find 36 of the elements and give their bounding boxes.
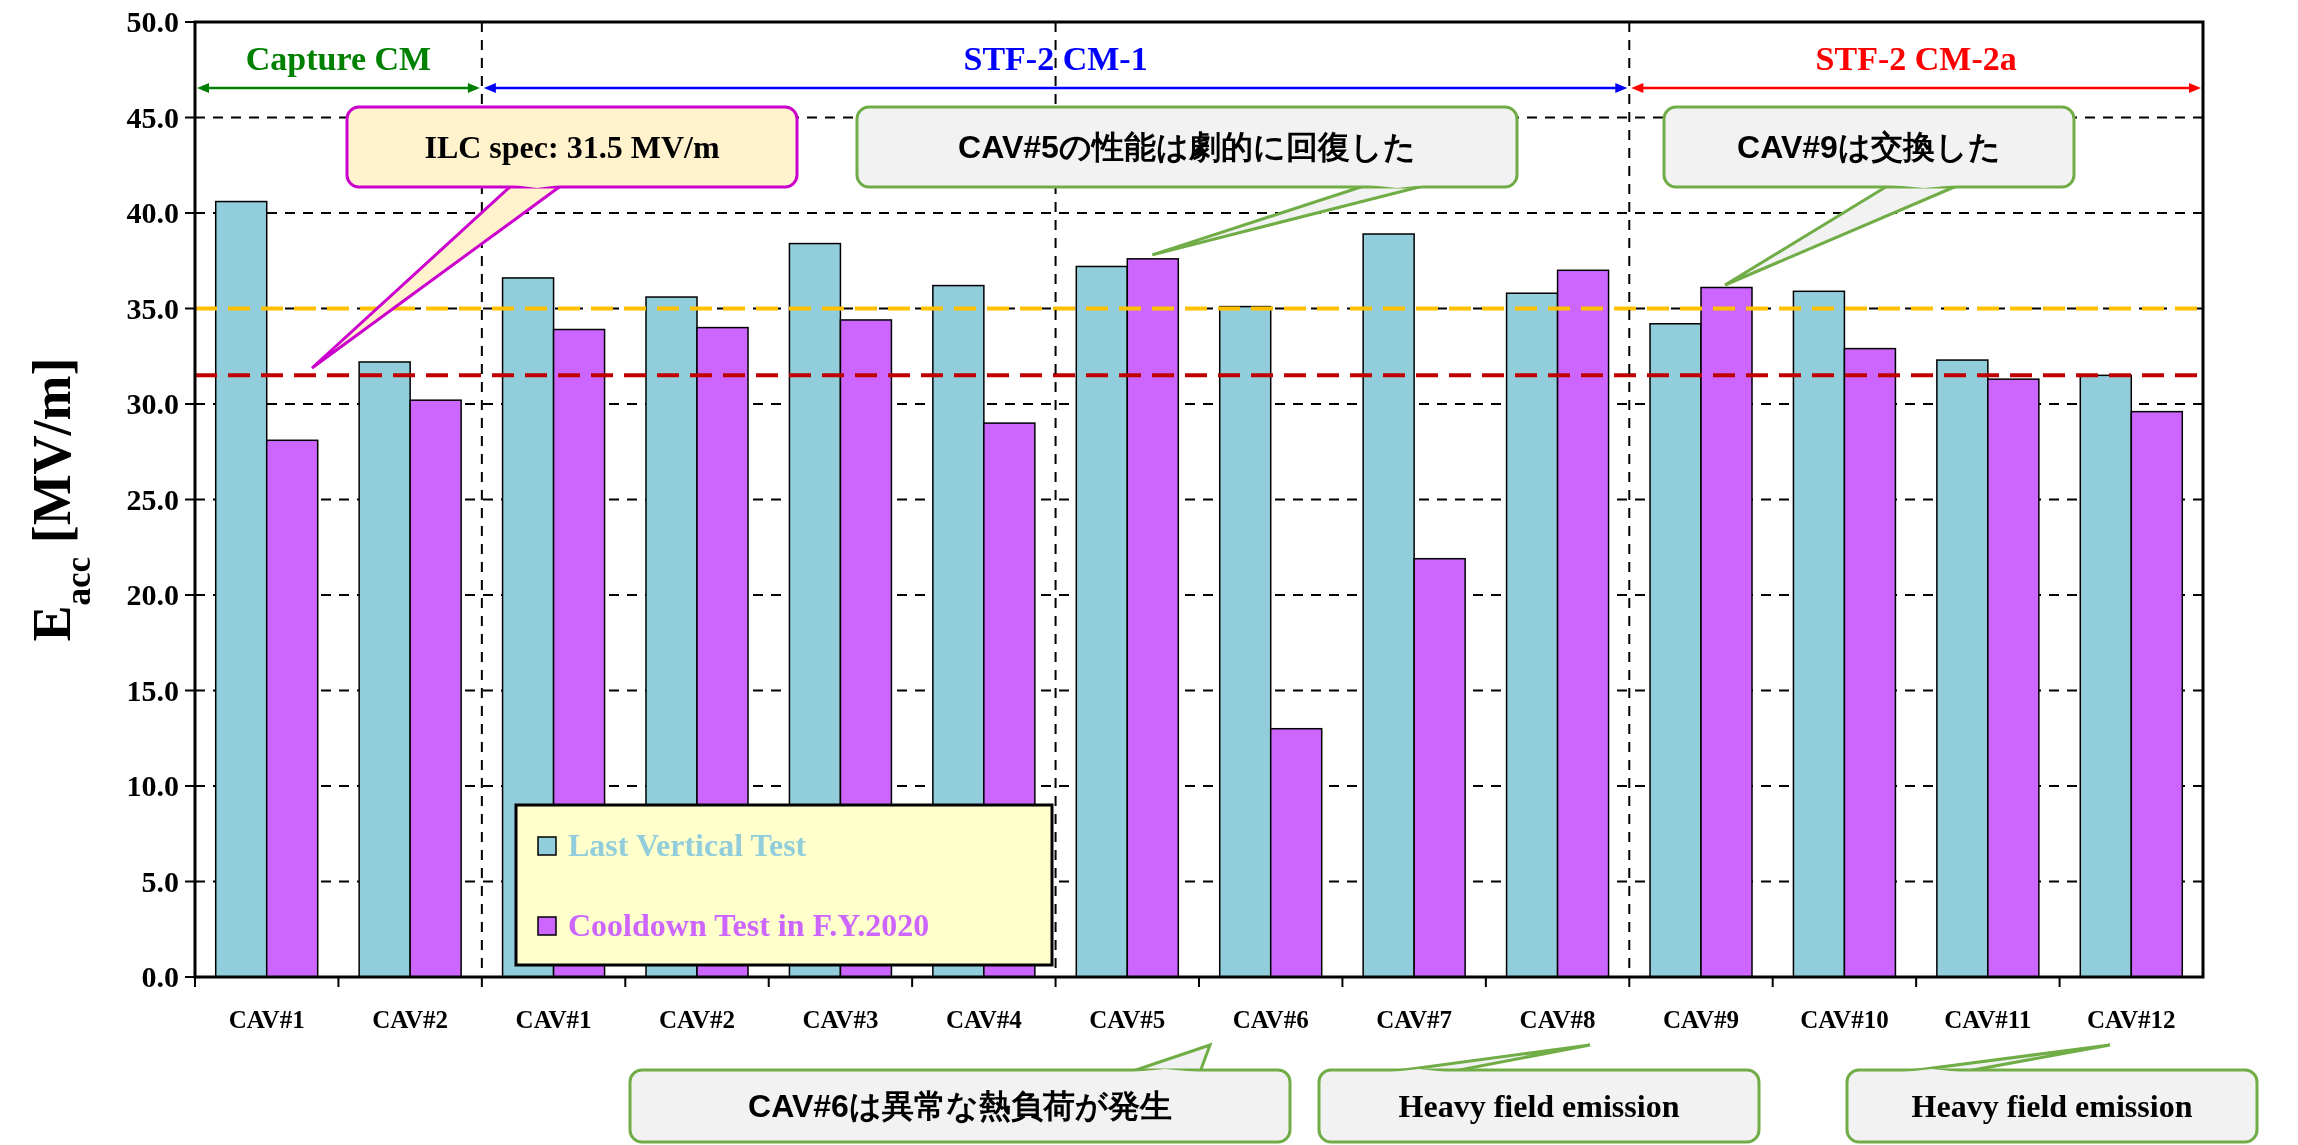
x-tick-label: CAV#8	[1519, 1006, 1596, 1033]
x-tick-label: CAV#1	[228, 1006, 305, 1033]
y-tick-label: 0.0	[141, 960, 179, 993]
y-tick-label: 10.0	[126, 769, 179, 802]
legend-label: Last Vertical Test	[568, 827, 807, 863]
text: Heavy field emission	[1911, 1088, 2193, 1124]
y-tick-label: 5.0	[141, 864, 179, 898]
x-tick-label: CAV#7	[1376, 1006, 1453, 1033]
x-tick-label: CAV#4	[945, 1006, 1023, 1033]
annotation: STF-2 CM-2a	[1815, 40, 2017, 77]
annotation: CAV#9は交換した	[1737, 129, 2001, 165]
x-tick-label: CAV#2	[372, 1006, 449, 1033]
annotation: STF-2 CM-1	[963, 40, 1148, 77]
y-tick-label: 50.0	[126, 5, 179, 38]
x-tick-label: CAV#1	[515, 1006, 592, 1033]
text: CAV#6は異常な熱負荷が発生	[748, 1088, 1172, 1124]
annotation: ILC spec: 31.5 MV/m	[424, 129, 720, 165]
annotation: Capture CM	[245, 40, 432, 77]
y-tick-label: 20.0	[126, 578, 179, 611]
x-tick-label: CAV#3	[802, 1006, 879, 1033]
y-tick-label: 40.0	[126, 196, 179, 229]
x-tick-label: CAV#2	[659, 1006, 735, 1033]
y-tick-label: 35.0	[126, 291, 179, 325]
x-tick-label: CAV#6	[1232, 1006, 1309, 1033]
y-tick-label: 15.0	[126, 673, 179, 707]
x-tick-label: CAV#9	[1663, 1006, 1739, 1033]
y-tick-label: 30.0	[126, 387, 179, 420]
x-tick-label: CAV#12	[2087, 1006, 2176, 1033]
x-tick-label: CAV#11	[1944, 1006, 2032, 1033]
x-tick-label: CAV#10	[1800, 1006, 1889, 1033]
y-tick-label: 25.0	[126, 482, 179, 516]
annotation: CAV#5の性能は劇的に回復した	[958, 129, 1416, 165]
legend-label: Cooldown Test in F.Y.2020	[568, 907, 930, 943]
y-tick-label: 45.0	[126, 100, 179, 134]
x-tick-label: CAV#5	[1089, 1006, 1166, 1033]
text: Heavy field emission	[1398, 1088, 1680, 1124]
